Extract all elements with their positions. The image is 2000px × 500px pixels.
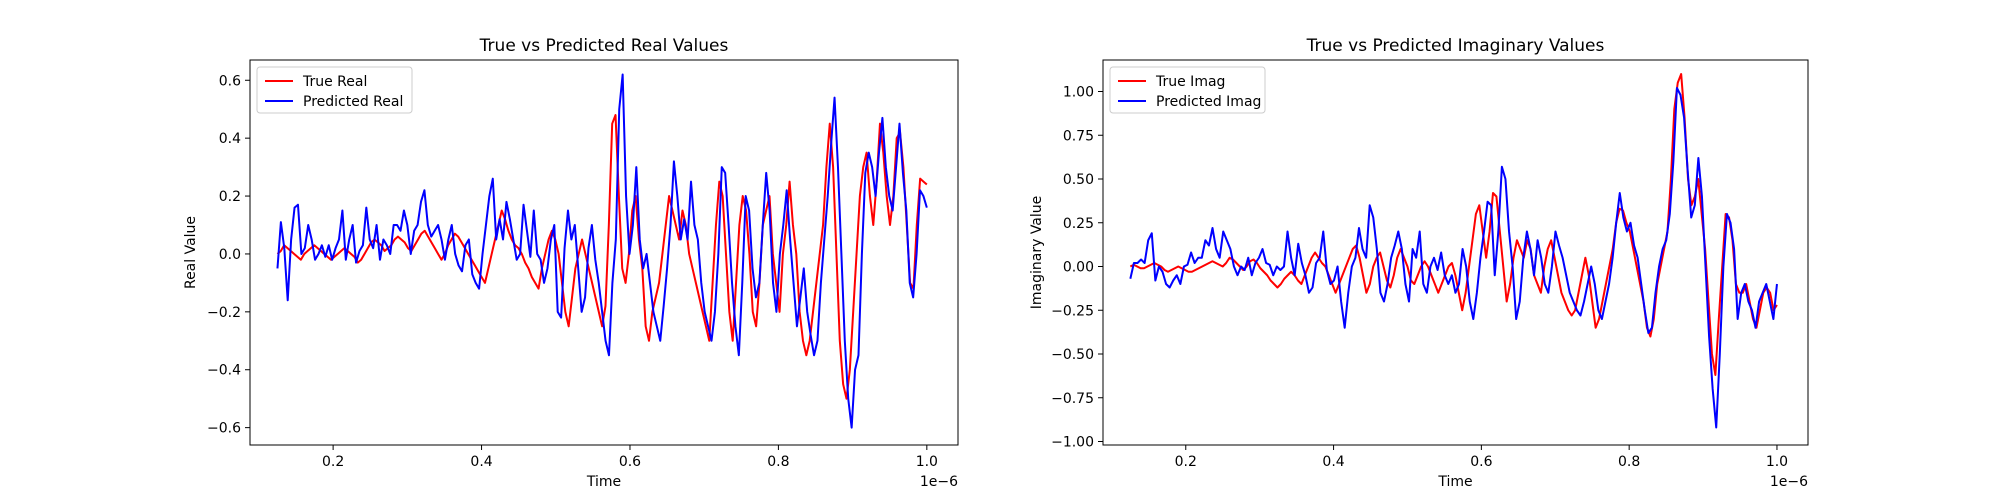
chart-real-x-offset-text: 1e−6 <box>920 474 958 490</box>
chart-imag-xtick-label: 0.2 <box>1175 454 1197 470</box>
chart-real-ytick-label: −0.4 <box>207 363 241 379</box>
chart-real-legend-label-0: True Real <box>302 74 367 90</box>
chart-real-xtick-label: 0.2 <box>322 454 344 470</box>
chart-imag-ylabel: Imaginary Value <box>1029 196 1045 310</box>
chart-imag-series-group <box>1129 73 1778 429</box>
chart-real-ytick-label: 0.4 <box>219 131 241 147</box>
chart-real-ytick-label: −0.2 <box>207 305 241 321</box>
chart-real-ytick-label: −0.6 <box>207 421 241 437</box>
chart-imag-legend-label-1: Predicted Imag <box>1156 94 1261 110</box>
chart-imag-legend: True Imag Predicted Imag <box>1109 66 1266 114</box>
chart-real-axes-frame <box>249 59 959 446</box>
chart-real-ytick-label: 0.2 <box>219 189 241 205</box>
chart-imag-series-line-1 <box>1129 87 1778 429</box>
chart-imag-ytick-label: −1.00 <box>1051 435 1094 451</box>
chart-imag-series-line-0 <box>1129 73 1778 376</box>
chart-imag-xtick-label: 0.8 <box>1618 454 1640 470</box>
chart-real-xtick-label: 0.8 <box>767 454 789 470</box>
chart-imag-ytick-label: 0.25 <box>1063 216 1094 232</box>
chart-imag-legend-label-0: True Imag <box>1155 74 1225 90</box>
chart-imag-xtick-label: 0.6 <box>1470 454 1492 470</box>
chart-real-ytick-label: 0.6 <box>219 73 241 89</box>
chart-real-xtick-label: 0.4 <box>470 454 492 470</box>
chart-imag-ytick-label: −0.25 <box>1051 303 1094 319</box>
chart-imag-xtick-label: 1.0 <box>1766 454 1788 470</box>
chart-imag-legend-box <box>1109 66 1266 114</box>
chart-imag-ytick-label: 0.50 <box>1063 172 1094 188</box>
chart-imaginary-values: 0.2 0.4 0.6 0.8 1.0 −1.00 −0.75 −0.50 −0.25 0.00 0… <box>1029 36 1809 490</box>
chart-real-series-line-0 <box>276 114 928 400</box>
chart-imag-axes-frame <box>1102 59 1809 446</box>
chart-imag-ytick-label: 0.00 <box>1063 260 1094 276</box>
chart-real-title: True vs Predicted Real Values <box>479 36 729 56</box>
chart-real-xtick-label: 0.6 <box>619 454 641 470</box>
chart-imag-ytick-label: −0.75 <box>1051 391 1094 407</box>
chart-imag-x-offset-text: 1e−6 <box>1770 474 1808 490</box>
chart-real-ylabel: Real Value <box>183 216 199 289</box>
chart-real-series-group <box>276 73 928 429</box>
chart-imag-ytick-label: 1.00 <box>1063 85 1094 101</box>
chart-real-legend-box <box>256 66 413 114</box>
chart-real-ytick-label: 0.0 <box>219 247 241 263</box>
chart-imag-title: True vs Predicted Imaginary Values <box>1306 36 1605 56</box>
chart-real-legend-label-1: Predicted Real <box>303 94 403 110</box>
chart-imag-ytick-label: −0.50 <box>1051 347 1094 363</box>
chart-real-series-line-1 <box>276 73 928 429</box>
chart-imag-xtick-label: 0.4 <box>1322 454 1344 470</box>
chart-imag-ytick-label: 0.75 <box>1063 128 1094 144</box>
chart-real-legend: True Real Predicted Real <box>256 66 413 114</box>
chart-real-values: 0.2 0.4 0.6 0.8 1.0 −0.6 −0.4 −0.2 0.0 0.2 0.4 0.6 T… <box>183 36 959 490</box>
chart-real-xlabel: Time <box>586 474 621 490</box>
chart-imag-xlabel: Time <box>1437 474 1472 490</box>
chart-real-xtick-label: 1.0 <box>916 454 938 470</box>
